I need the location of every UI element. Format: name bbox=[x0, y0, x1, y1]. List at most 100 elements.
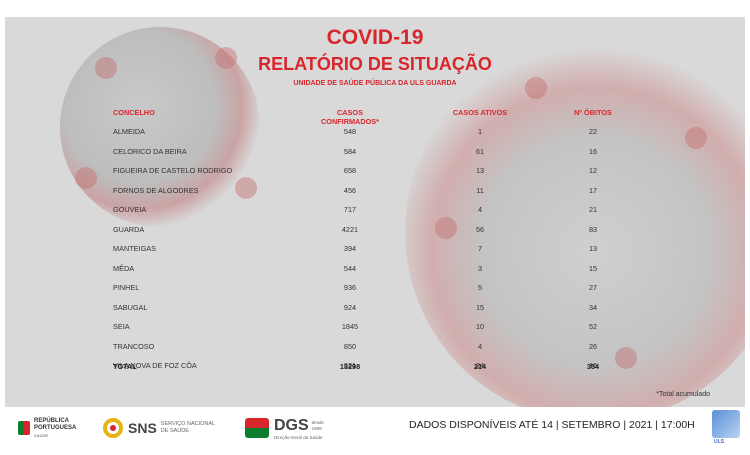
cell-ativos: 7 bbox=[477, 244, 483, 253]
dgs-logo: DGS desde 1899 Direção-Geral da Saúde bbox=[245, 413, 324, 443]
header-confirmados: CASOS CONFIRMADOS* bbox=[321, 108, 379, 126]
republica-portuguesa-logo: REPÚBLICA PORTUGUESA SAÚDE bbox=[18, 413, 76, 443]
cell-confirmados: 658 bbox=[343, 166, 357, 175]
table-row: ALMEIDA 548 1 22 bbox=[0, 127, 750, 141]
cell-confirmados: 584 bbox=[343, 146, 357, 156]
cell-concelho: FIGUEIRA DE CASTELO RODRIGO bbox=[113, 166, 233, 175]
table-row: SEIA 1845 10 52 bbox=[0, 322, 750, 336]
cell-obitos: 16 bbox=[588, 361, 598, 370]
cell-concelho: SEIA bbox=[113, 322, 130, 331]
cell-ativos: 3 bbox=[477, 263, 483, 273]
cell-concelho: SABUGAL bbox=[113, 302, 148, 312]
cell-confirmados: 394 bbox=[343, 244, 357, 253]
sns-long-1: SERVIÇO NACIONAL bbox=[160, 421, 216, 427]
header-obitos: Nº ÓBITOS bbox=[574, 108, 612, 117]
total-label: TOTAL bbox=[113, 362, 137, 371]
report-title: COVID-19 bbox=[326, 26, 424, 49]
cell-confirmados: 717 bbox=[343, 205, 357, 214]
cell-obitos: 15 bbox=[588, 263, 598, 273]
table-total-row: TOTAL 13298 214 354 bbox=[0, 362, 750, 376]
report-subtitle: RELATÓRIO DE SITUAÇÃO bbox=[258, 54, 492, 74]
virus-spike bbox=[95, 57, 117, 79]
table-row: FIGUEIRA DE CASTELO RODRIGO 658 13 12 bbox=[0, 166, 750, 180]
table-header: CONCELHO CASOS CONFIRMADOS* CASOS ATIVOS… bbox=[0, 108, 750, 126]
cell-confirmados: 544 bbox=[343, 263, 357, 273]
cell-obitos: 12 bbox=[588, 166, 598, 175]
dgs-since-2: 1899 bbox=[311, 425, 322, 431]
dgs-mark-icon bbox=[245, 418, 269, 438]
cell-concelho: ALMEIDA bbox=[113, 127, 146, 136]
cell-ativos: 11 bbox=[476, 185, 484, 195]
cell-obitos: 27 bbox=[588, 283, 598, 292]
cell-concelho: CELORICO DA BEIRA bbox=[113, 146, 187, 156]
virus-illustration-left bbox=[60, 27, 260, 227]
total-obitos: 354 bbox=[586, 362, 600, 371]
footnote: *Total acumulado bbox=[656, 391, 710, 398]
cell-ativos: 61 bbox=[475, 146, 485, 156]
cell-obitos: 83 bbox=[588, 224, 598, 234]
table-row: GOUVEIA 717 4 21 bbox=[0, 205, 750, 219]
table-row: CELORICO DA BEIRA 584 61 16 bbox=[0, 147, 750, 161]
cell-ativos: 56 bbox=[475, 224, 485, 234]
table-row: VILA NOVA DE FOZ CÔA 621 24 16 bbox=[0, 361, 750, 375]
cell-obitos: 21 bbox=[588, 205, 598, 214]
sns-long-2: DE SAÚDE bbox=[160, 428, 189, 434]
table-row: FORNOS DE ALGODRES 456 11 17 bbox=[0, 186, 750, 200]
virus-spike bbox=[615, 347, 637, 369]
virus-spike bbox=[435, 217, 457, 239]
cell-obitos: 16 bbox=[588, 146, 598, 156]
uls-guarda-logo bbox=[712, 410, 740, 438]
virus-spike bbox=[525, 77, 547, 99]
virus-spike bbox=[75, 167, 97, 189]
cell-ativos: 5 bbox=[477, 283, 483, 292]
cell-confirmados: 4221 bbox=[341, 224, 359, 234]
cell-concelho: PINHEL bbox=[113, 283, 140, 292]
dgs-since-1: desde bbox=[311, 419, 324, 425]
table-row: SABUGAL 924 15 34 bbox=[0, 303, 750, 317]
cell-obitos: 13 bbox=[588, 244, 598, 253]
report-panel bbox=[5, 17, 745, 407]
rp-line-2: PORTUGUESA bbox=[34, 424, 77, 431]
cell-confirmados: 850 bbox=[343, 341, 357, 351]
cell-obitos: 22 bbox=[588, 127, 598, 136]
flag-icon bbox=[18, 421, 30, 435]
cell-confirmados: 621 bbox=[343, 361, 357, 370]
footer: REPÚBLICA PORTUGUESA SAÚDE SNS SERVIÇO N… bbox=[0, 408, 750, 448]
dgs-long: Direção-Geral da Saúde bbox=[274, 434, 323, 440]
cell-confirmados: 548 bbox=[343, 127, 357, 136]
virus-spike bbox=[215, 47, 237, 69]
cell-obitos: 17 bbox=[588, 185, 598, 195]
cell-ativos: 4 bbox=[477, 205, 483, 214]
cell-confirmados: 936 bbox=[343, 283, 357, 292]
virus-illustration-right bbox=[405, 42, 745, 407]
cell-ativos: 4 bbox=[477, 341, 483, 351]
data-availability: DADOS DISPONÍVEIS ATÉ 14 | SETEMBRO | 20… bbox=[409, 419, 695, 431]
table-row: MÊDA 544 3 15 bbox=[0, 264, 750, 278]
cell-concelho: GOUVEIA bbox=[113, 205, 147, 214]
table-row: PINHEL 936 5 27 bbox=[0, 283, 750, 297]
rp-line-1: REPÚBLICA bbox=[34, 417, 70, 424]
table-row: TRANCOSO 850 4 26 bbox=[0, 342, 750, 356]
table-row: MANTEIGAS 394 7 13 bbox=[0, 244, 750, 258]
cell-obitos: 26 bbox=[588, 341, 598, 351]
cell-confirmados: 924 bbox=[343, 302, 357, 312]
cell-ativos: 1 bbox=[477, 127, 483, 136]
cell-concelho: FORNOS DE ALGODRES bbox=[113, 185, 199, 195]
sns-short: SNS bbox=[128, 420, 157, 436]
header-ativos: CASOS ATIVOS bbox=[452, 108, 508, 117]
table-row: GUARDA 4221 56 83 bbox=[0, 225, 750, 239]
virus-spike bbox=[685, 127, 707, 149]
cell-ativos: 24 bbox=[475, 361, 485, 370]
cell-confirmados: 456 bbox=[343, 185, 357, 195]
virus-spike bbox=[235, 177, 257, 199]
cell-concelho: GUARDA bbox=[113, 224, 145, 234]
sns-logo: SNS SERVIÇO NACIONAL DE SAÚDE bbox=[103, 413, 215, 443]
header-concelho: CONCELHO bbox=[113, 108, 155, 117]
total-ativos: 214 bbox=[473, 362, 487, 371]
cell-obitos: 34 bbox=[588, 302, 598, 312]
cell-concelho: TRANCOSO bbox=[113, 341, 155, 351]
cell-confirmados: 1845 bbox=[341, 322, 359, 331]
cell-concelho: VILA NOVA DE FOZ CÔA bbox=[113, 361, 197, 370]
cell-concelho: MANTEIGAS bbox=[113, 244, 156, 253]
cell-obitos: 52 bbox=[588, 322, 598, 331]
